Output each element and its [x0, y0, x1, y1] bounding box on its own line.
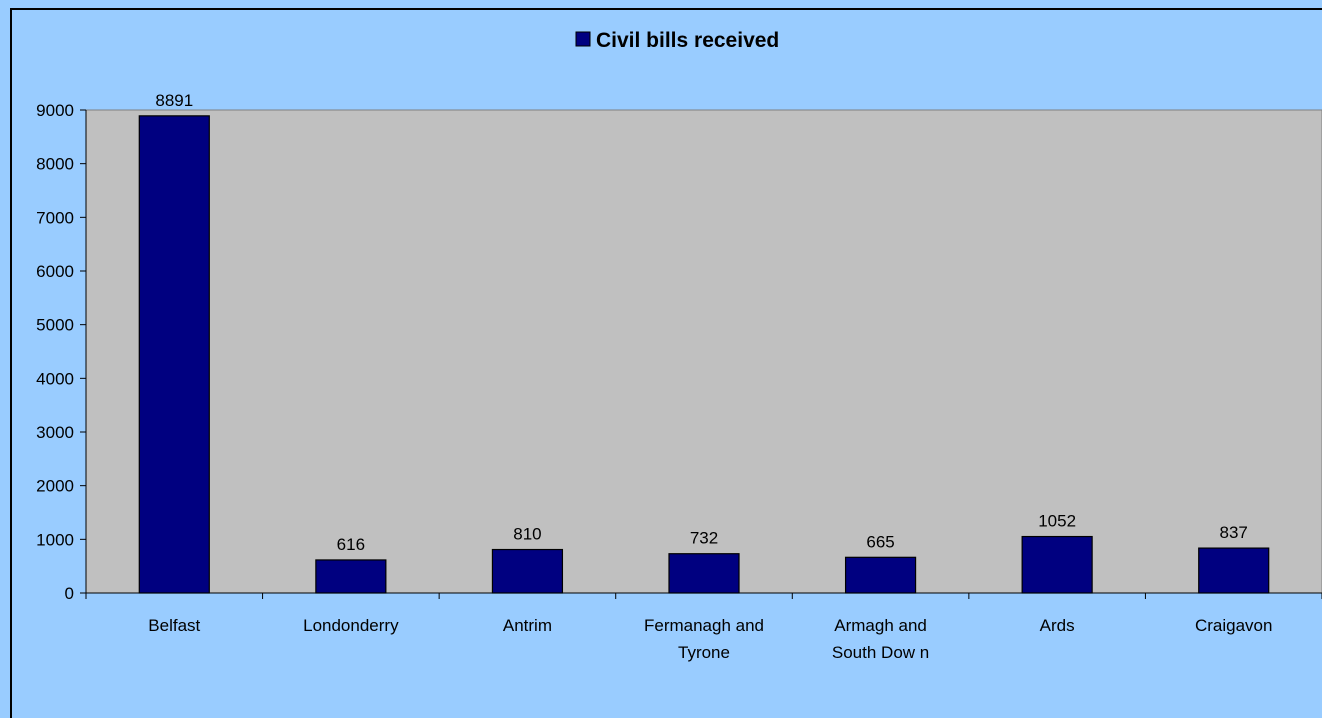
data-label: 616: [337, 535, 365, 554]
bar: [491, 548, 564, 594]
y-tick-label: 4000: [36, 369, 74, 388]
category-label: Tyrone: [678, 643, 730, 662]
data-label: 8891: [155, 91, 193, 110]
y-tick-label: 2000: [36, 477, 74, 496]
bar: [138, 115, 210, 594]
category-label: South Dow n: [832, 643, 929, 662]
y-tick-label: 9000: [36, 101, 74, 120]
data-label: 665: [866, 532, 894, 551]
bar: [1021, 535, 1093, 594]
data-label: 1052: [1038, 512, 1076, 531]
category-label: Belfast: [148, 616, 200, 635]
category-label: Craigavon: [1195, 616, 1273, 635]
y-tick-label: 1000: [36, 530, 74, 549]
y-tick-label: 3000: [36, 423, 74, 442]
y-tick-label: 8000: [36, 155, 74, 174]
bar: [668, 553, 740, 594]
legend-label: Civil bills received: [596, 29, 779, 52]
data-label: 837: [1220, 523, 1248, 542]
data-label: 810: [513, 525, 541, 544]
bar: [315, 559, 387, 594]
category-label: Ards: [1040, 616, 1075, 635]
bar: [1198, 547, 1270, 594]
category-label: Fermanagh and: [644, 616, 764, 635]
y-tick-label: 6000: [36, 262, 74, 281]
legend-swatch: [575, 31, 591, 47]
bar: [844, 556, 917, 594]
y-tick-label: 5000: [36, 316, 74, 335]
plot-area: [85, 109, 1322, 594]
category-label: Londonderry: [303, 616, 399, 635]
category-label: Armagh and: [834, 616, 927, 635]
data-label: 732: [690, 529, 718, 548]
category-label: Antrim: [503, 616, 552, 635]
y-tick-label: 0: [65, 584, 74, 603]
y-tick-label: 7000: [36, 208, 74, 227]
